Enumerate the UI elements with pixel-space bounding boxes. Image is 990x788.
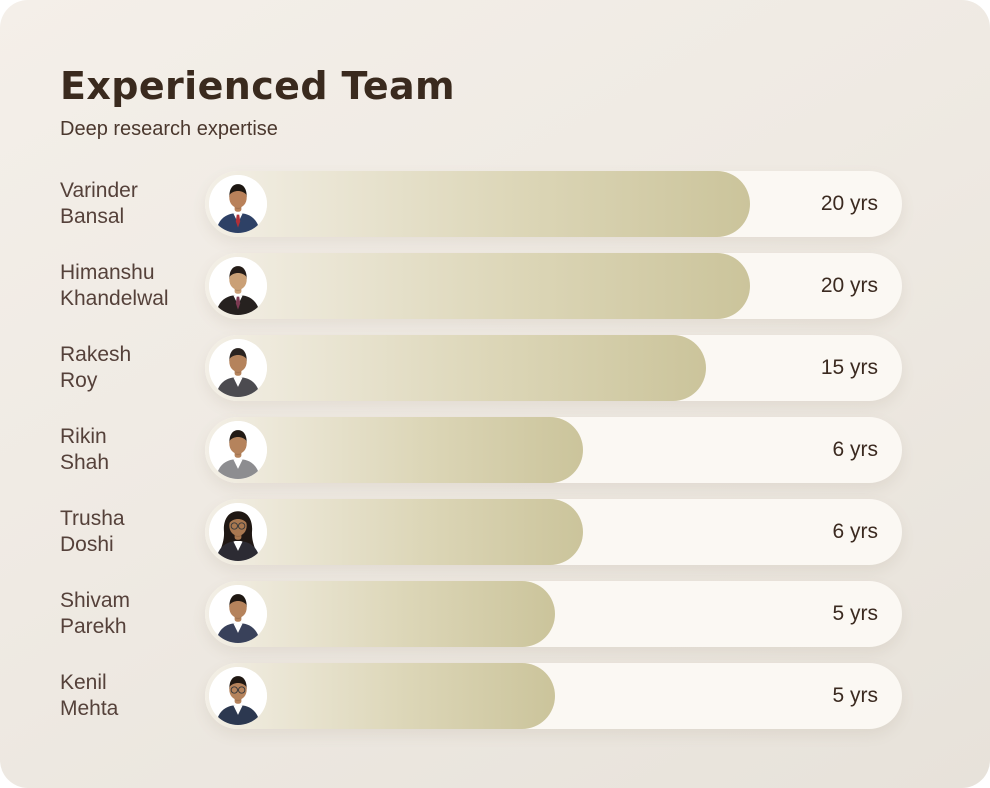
experience-track: 15 yrs	[205, 335, 902, 401]
member-first-name: Rikin	[60, 425, 107, 448]
member-name: Kenil Mehta	[60, 670, 205, 722]
team-member-row: Himanshu Khandelwal 20 yrs	[60, 253, 930, 319]
member-last-name: Roy	[60, 369, 98, 392]
member-first-name: Shivam	[60, 589, 131, 612]
experience-bar	[205, 335, 707, 401]
member-first-name: Himanshu	[60, 261, 155, 284]
member-name: Rikin Shah	[60, 424, 205, 476]
team-rows: Varinder Bansal 20 yrs Himanshu Khandelw…	[60, 171, 930, 729]
member-avatar	[209, 585, 267, 643]
member-last-name: Mehta	[60, 697, 119, 720]
member-name: Shivam Parekh	[60, 588, 205, 640]
member-last-name: Khandelwal	[60, 287, 169, 310]
experience-track: 6 yrs	[205, 499, 902, 565]
experience-value: 15 yrs	[820, 356, 878, 379]
experience-value: 20 yrs	[820, 274, 878, 297]
experience-track: 6 yrs	[205, 417, 902, 483]
member-avatar	[209, 175, 267, 233]
member-avatar	[209, 667, 267, 725]
page-subtitle: Deep research expertise	[60, 118, 278, 140]
experience-bar	[205, 253, 751, 319]
member-avatar	[209, 257, 267, 315]
member-avatar	[209, 503, 267, 561]
experience-value: 5 yrs	[832, 602, 878, 625]
experience-bar	[205, 171, 751, 237]
team-member-row: Kenil Mehta 5 yrs	[60, 663, 930, 729]
member-first-name: Trusha	[60, 507, 125, 530]
member-first-name: Varinder	[60, 179, 138, 202]
member-name: Varinder Bansal	[60, 178, 205, 230]
member-first-name: Kenil	[60, 671, 107, 694]
member-name: Trusha Doshi	[60, 506, 205, 558]
member-last-name: Parekh	[60, 615, 127, 638]
member-name: Rakesh Roy	[60, 342, 205, 394]
experience-track: 5 yrs	[205, 581, 902, 647]
member-name: Himanshu Khandelwal	[60, 260, 205, 312]
page-title: Experienced Team	[60, 64, 456, 108]
experience-bar	[205, 417, 583, 483]
member-first-name: Rakesh	[60, 343, 132, 366]
experience-value: 6 yrs	[832, 438, 878, 461]
experience-track: 5 yrs	[205, 663, 902, 729]
team-member-row: Shivam Parekh 5 yrs	[60, 581, 930, 647]
member-last-name: Shah	[60, 451, 110, 474]
experience-track: 20 yrs	[205, 171, 902, 237]
member-avatar	[209, 339, 267, 397]
team-member-row: Rikin Shah 6 yrs	[60, 417, 930, 483]
experience-track: 20 yrs	[205, 253, 902, 319]
experience-value: 6 yrs	[832, 520, 878, 543]
team-member-row: Varinder Bansal 20 yrs	[60, 171, 930, 237]
member-avatar	[209, 421, 267, 479]
member-last-name: Bansal	[60, 205, 125, 228]
member-last-name: Doshi	[60, 533, 114, 556]
team-member-row: Trusha Doshi 6 yrs	[60, 499, 930, 565]
team-member-row: Rakesh Roy 15 yrs	[60, 335, 930, 401]
experience-value: 20 yrs	[820, 192, 878, 215]
experience-bar	[205, 499, 583, 565]
experience-value: 5 yrs	[832, 684, 878, 707]
